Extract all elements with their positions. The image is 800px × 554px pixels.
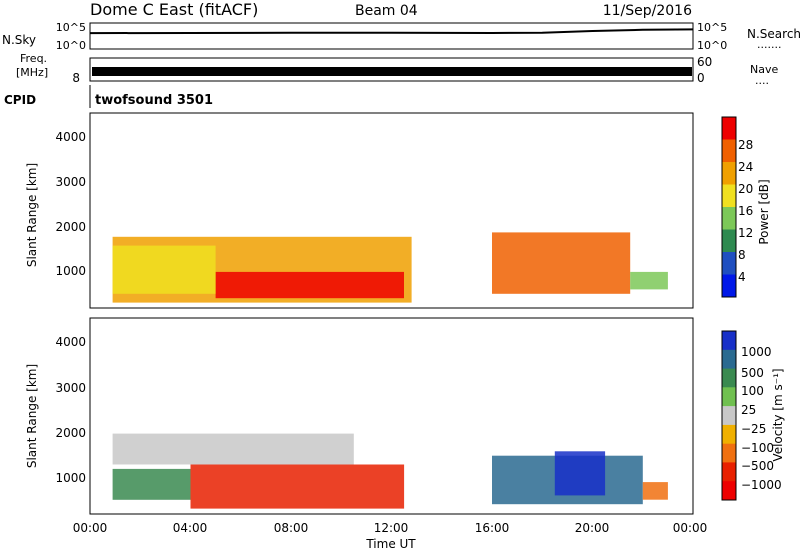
velocity-cbtick-100: 100: [741, 384, 764, 398]
velocity-colorbar-frame: [721, 330, 737, 501]
nave-tick-top: 60: [697, 55, 712, 69]
velocity-ytick-1000: 1000: [55, 471, 86, 485]
velocity-cbtick-m100: −100: [741, 441, 774, 455]
station-title: Dome C East (fitACF): [90, 0, 258, 19]
date-title: 11/Sep/2016: [603, 3, 692, 19]
power-colorbar-swatch-0: [722, 117, 736, 140]
velocity-region-5: [642, 482, 668, 500]
power-ytick-3000: 3000: [55, 175, 86, 189]
velocity-colorbar-swatch-8: [722, 481, 736, 501]
noise-left-tick-top: 10^5: [56, 21, 86, 34]
freq-label-line1: Freq.: [20, 52, 47, 65]
power-colorbar-swatch-5: [722, 229, 736, 253]
noise-right-tick-top: 10^5: [697, 21, 727, 34]
freq-tick: 8: [72, 71, 80, 85]
velocity-colorbar-swatch-5: [722, 424, 736, 445]
velocity-colorbar-swatch-1: [722, 349, 736, 370]
nave-label: Nave: [750, 63, 778, 76]
power-cbtick-8: 8: [738, 248, 746, 262]
velocity-cbtick-500: 500: [741, 366, 764, 380]
noise-panel: N.Sky 10^5 10^0 10^5 10^0 N.Search .....…: [2, 21, 800, 52]
time-tick-1: 04:00: [173, 521, 208, 535]
velocity-scatter-regions: [112, 433, 668, 509]
power-cbtick-16: 16: [738, 204, 753, 218]
power-colorbar-swatch-4: [722, 207, 736, 230]
velocity-cbtick-m1000: −1000: [741, 478, 782, 492]
time-tick-4: 16:00: [475, 521, 510, 535]
velocity-ylabel: Slant Range [km]: [25, 364, 39, 468]
velocity-region-4: [554, 451, 606, 496]
time-tick-5: 20:00: [575, 521, 610, 535]
power-colorbar-swatch-1: [722, 139, 736, 163]
velocity-colorbar-swatch-3: [722, 387, 736, 407]
power-ytick-1000: 1000: [55, 264, 86, 278]
power-colorbar-frame: [721, 116, 737, 298]
noise-left-tick-bottom: 10^0: [56, 39, 86, 52]
power-colorbar-swatch-3: [722, 184, 736, 208]
power-cbtick-4: 4: [738, 270, 746, 284]
velocity-cbtick-25: 25: [741, 403, 756, 417]
power-cbtick-20: 20: [738, 182, 753, 196]
power-ytick-2000: 2000: [55, 220, 86, 234]
velocity-region-2: [190, 464, 405, 509]
cpid-panel: CPID twofsound 3501: [4, 85, 213, 108]
freq-panel-frame: [89, 57, 694, 82]
velocity-ytick-2000: 2000: [55, 426, 86, 440]
power-ytick-4000: 4000: [55, 130, 86, 144]
nave-tick-bottom: 0: [697, 71, 705, 85]
power-cbtick-12: 12: [738, 226, 753, 240]
velocity-cbtick-1000: 1000: [741, 345, 772, 359]
power-region-1: [215, 271, 404, 299]
power-colorbar: [721, 116, 737, 298]
freq-panel: Freq. [MHz] 8 60 0 Nave ....: [16, 52, 778, 87]
velocity-panel: Slant Range [km] 1000 2000 3000 4000 Vel…: [25, 317, 785, 515]
noise-panel-frame: [89, 22, 694, 50]
freq-label-line2: [MHz]: [16, 66, 48, 79]
power-region-2: [112, 245, 216, 294]
velocity-colorbar-swatch-2: [722, 368, 736, 388]
velocity-colorbar-swatch-6: [722, 443, 736, 463]
power-region-4: [630, 271, 668, 290]
velocity-colorbar-swatch-7: [722, 462, 736, 482]
time-xlabel: Time UT: [365, 537, 416, 551]
cpid-label: CPID: [4, 93, 36, 107]
power-colorbar-swatch-7: [722, 274, 736, 298]
velocity-colorbar-swatch-0: [722, 331, 736, 351]
noise-sky-label: N.Sky: [2, 33, 36, 47]
power-colorbar-swatch-6: [722, 252, 736, 275]
noise-search-dots: .......: [757, 38, 781, 51]
nave-dots: ....: [755, 74, 769, 87]
power-colorbar-swatch-2: [722, 162, 736, 185]
velocity-colorbar-label: Velocity [m s⁻¹]: [771, 368, 785, 461]
power-region-3: [492, 232, 631, 294]
noise-sky-line: [89, 28, 694, 35]
time-tick-3: 12:00: [374, 521, 409, 535]
velocity-colorbar-swatch-4: [722, 406, 736, 426]
velocity-region-1: [112, 433, 354, 465]
noise-sky-trace: [89, 28, 694, 35]
power-scatter-regions: [112, 232, 668, 303]
freq-band: [92, 67, 692, 76]
time-tick-0: 00:00: [73, 521, 108, 535]
velocity-ytick-4000: 4000: [55, 335, 86, 349]
power-cbtick-24: 24: [738, 160, 753, 174]
velocity-cbtick-m25: −25: [741, 422, 766, 436]
velocity-ytick-3000: 3000: [55, 381, 86, 395]
cpid-value: twofsound 3501: [95, 93, 213, 108]
time-axis: 00:00 04:00 08:00 12:00 16:00 20:00 00:0…: [73, 521, 708, 551]
beam-title: Beam 04: [355, 3, 418, 19]
power-cbtick-28: 28: [738, 138, 753, 152]
time-tick-6: 00:00: [673, 521, 708, 535]
noise-search-label: N.Search: [747, 27, 800, 41]
time-tick-2: 08:00: [274, 521, 309, 535]
velocity-colorbar: [721, 330, 737, 501]
velocity-region-0: [112, 468, 191, 500]
noise-right-tick-bottom: 10^0: [697, 39, 727, 52]
velocity-cbtick-m500: −500: [741, 459, 774, 473]
power-colorbar-label: Power [dB]: [757, 179, 771, 244]
power-ylabel: Slant Range [km]: [25, 163, 39, 267]
power-panel: Slant Range [km] 1000 2000 3000 4000 Pow…: [25, 112, 771, 309]
